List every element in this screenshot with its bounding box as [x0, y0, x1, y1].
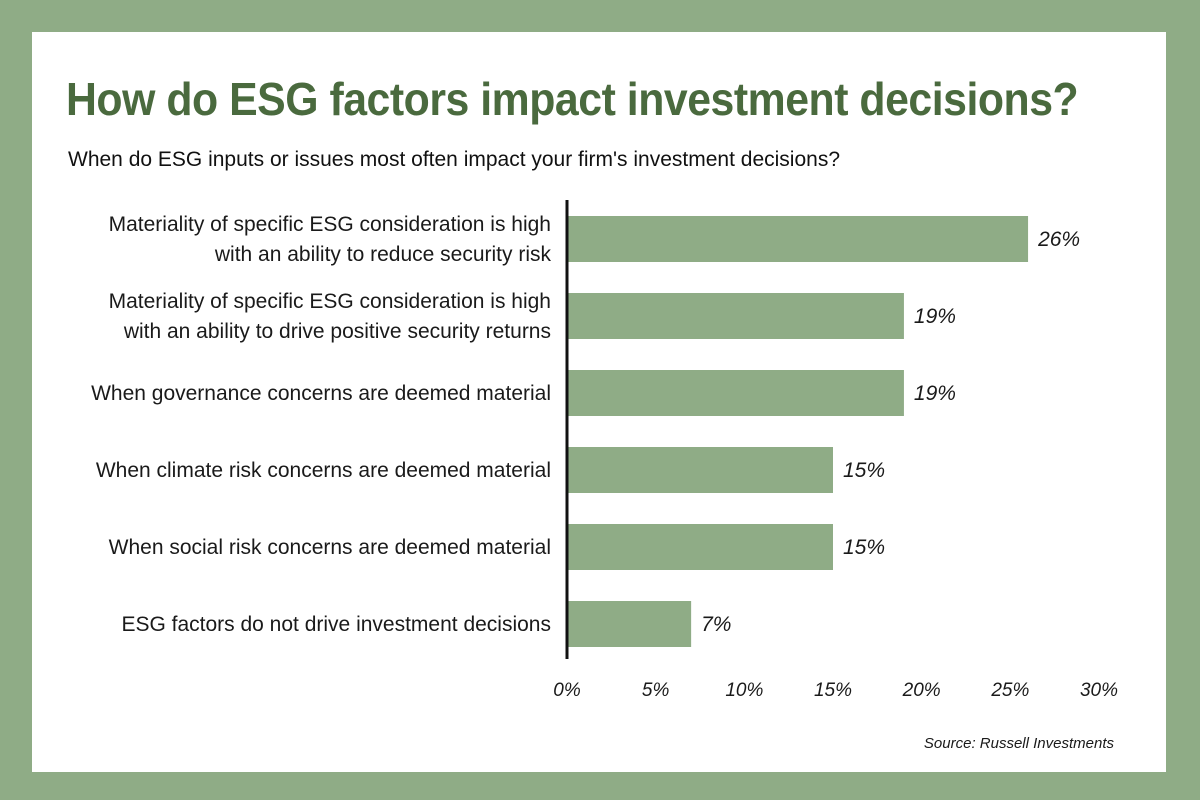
- bar: [567, 524, 833, 570]
- category-label: ESG factors do not drive investment deci…: [121, 613, 551, 636]
- chart-card: How do ESG factors impact investment dec…: [32, 32, 1166, 772]
- category-label: Materiality of specific ESG consideratio…: [109, 290, 551, 313]
- bar: [567, 216, 1029, 262]
- x-tick-label: 10%: [725, 680, 763, 701]
- x-tick-label: 20%: [902, 680, 941, 701]
- page-title: How do ESG factors impact investment dec…: [66, 73, 1079, 125]
- bar-value-label: 26%: [1037, 228, 1080, 251]
- bar-value-label: 19%: [914, 382, 956, 405]
- bar: [567, 601, 692, 647]
- x-tick-label: 30%: [1080, 680, 1118, 701]
- bar-value-label: 15%: [843, 536, 885, 559]
- category-label: with an ability to reduce security risk: [214, 243, 552, 266]
- bar: [567, 293, 904, 339]
- bar-value-label: 7%: [701, 613, 731, 636]
- category-label: When climate risk concerns are deemed ma…: [96, 459, 551, 482]
- x-tick-label: 25%: [990, 680, 1029, 701]
- bar: [567, 370, 904, 416]
- category-label: When social risk concerns are deemed mat…: [109, 536, 551, 559]
- category-label: Materiality of specific ESG consideratio…: [109, 213, 551, 236]
- category-label: with an ability to drive positive securi…: [123, 320, 551, 343]
- bar-chart: 26% Materiality of specific ESG considera…: [91, 200, 1118, 701]
- source-note: Source: Russell Investments: [923, 735, 1114, 752]
- bar-value-label: 19%: [914, 305, 956, 328]
- x-tick-label: 0%: [553, 680, 581, 701]
- category-label: When governance concerns are deemed mate…: [91, 382, 551, 405]
- bar: [567, 447, 833, 493]
- x-tick-label: 15%: [814, 680, 852, 701]
- bar-value-label: 15%: [843, 459, 885, 482]
- x-tick-label: 5%: [642, 680, 670, 701]
- chart-subtitle: When do ESG inputs or issues most often …: [68, 148, 840, 171]
